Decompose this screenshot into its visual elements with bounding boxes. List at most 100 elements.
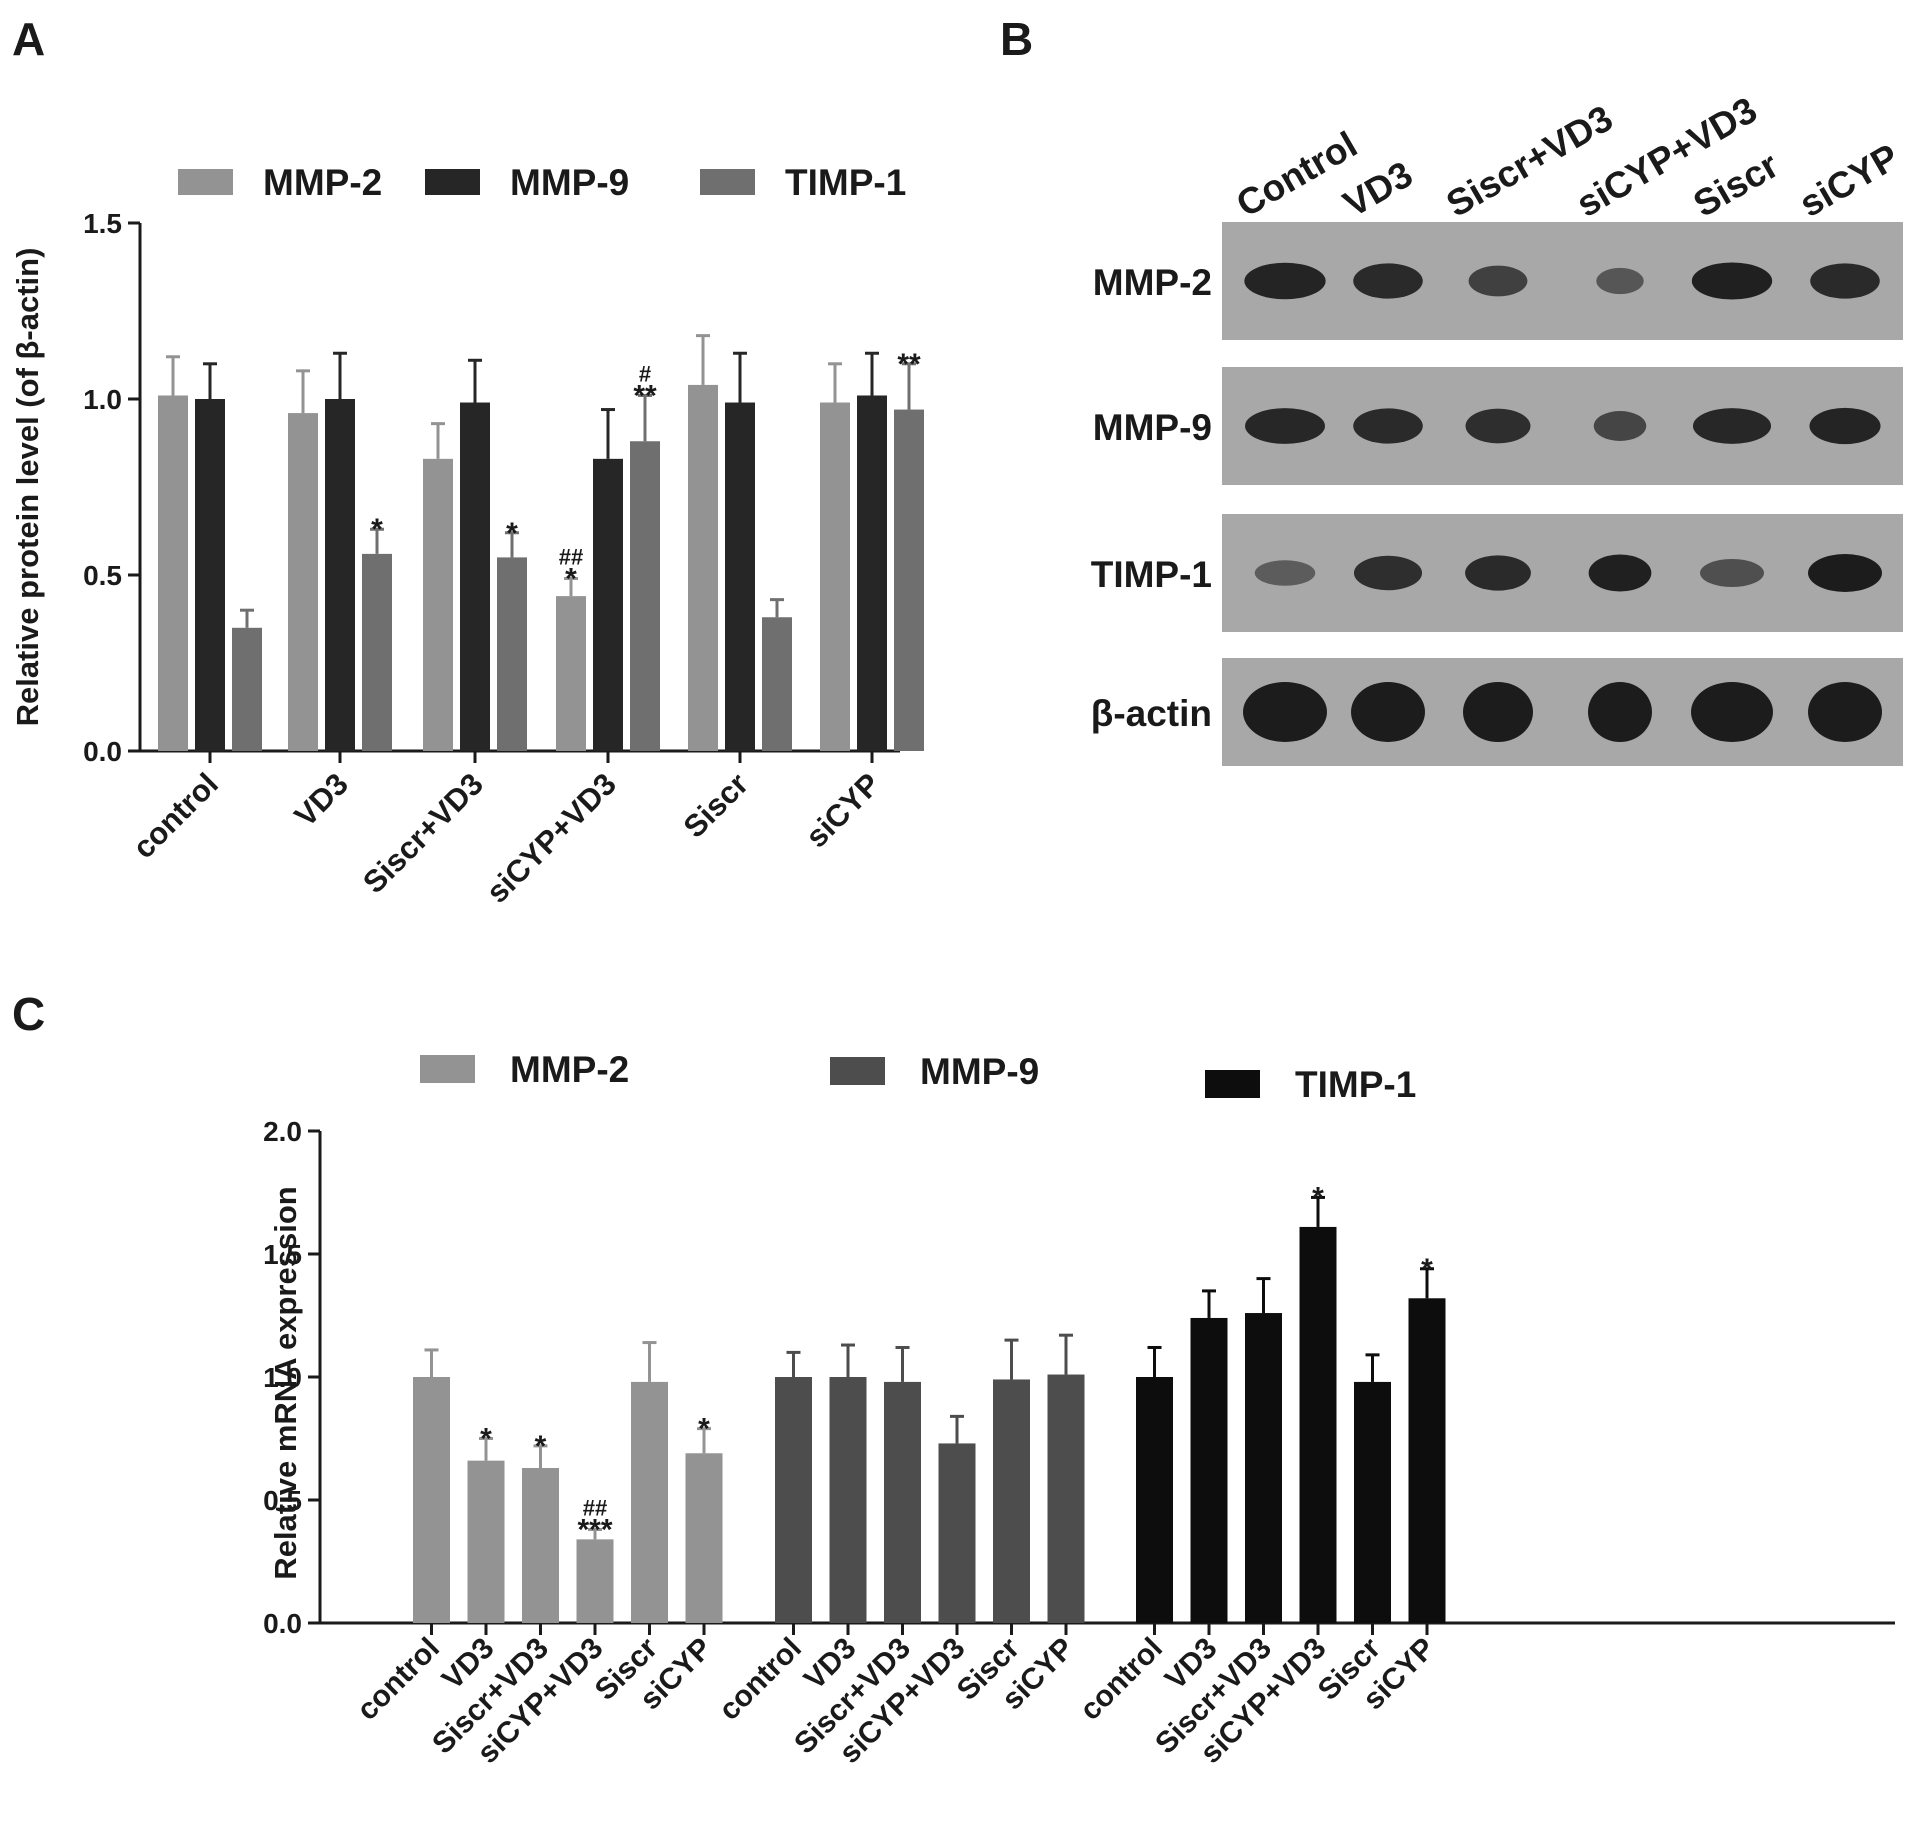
- blot-strip: [1222, 367, 1903, 485]
- y-tick-label: 1.5: [83, 208, 122, 239]
- significance-mark: *: [1312, 1181, 1324, 1214]
- bar: [894, 409, 924, 751]
- y-tick-label: 0.0: [263, 1608, 302, 1639]
- bar: [938, 1443, 976, 1623]
- blot-band: [1351, 682, 1425, 742]
- bar: [522, 1468, 559, 1623]
- significance-mark: **: [633, 379, 657, 412]
- legend-label: MMP-2: [263, 162, 382, 203]
- bar: [631, 1381, 668, 1623]
- x-category-label: control: [1074, 1632, 1169, 1727]
- y-axis-label: Relative protein level (of β-actin): [10, 248, 45, 727]
- blot-band: [1700, 558, 1764, 588]
- blot-band: [1254, 560, 1316, 586]
- blot-band: [1244, 262, 1326, 300]
- significance-mark: *: [371, 513, 383, 546]
- blot-strip: [1222, 222, 1903, 340]
- blot-band: [1593, 411, 1647, 441]
- significance-mark: *: [565, 563, 577, 596]
- significance-mark: ##: [583, 1496, 607, 1521]
- blot-band: [1468, 265, 1528, 297]
- significance-mark: *: [506, 517, 518, 550]
- significance-mark: *: [480, 1423, 492, 1456]
- y-tick-label: 2.0: [263, 1116, 302, 1147]
- bar: [1190, 1317, 1228, 1623]
- legend-swatch: [425, 169, 480, 195]
- bar: [195, 399, 225, 751]
- bar: [497, 557, 527, 751]
- y-tick-label: 1.0: [83, 384, 122, 415]
- bar: [829, 1377, 867, 1623]
- blot-row-label: β-actin: [1091, 693, 1212, 734]
- significance-mark: *: [698, 1413, 710, 1446]
- blot-row-label: TIMP-1: [1091, 554, 1212, 595]
- legend-label: TIMP-1: [785, 162, 906, 203]
- blot-band: [1808, 554, 1882, 592]
- bar: [884, 1381, 921, 1623]
- blot-band: [1809, 407, 1881, 445]
- legend-label: TIMP-1: [1295, 1064, 1416, 1105]
- x-category-label: VD3: [288, 766, 355, 833]
- blot-strip: [1222, 658, 1903, 766]
- y-tick-label: 0.5: [263, 1485, 302, 1516]
- blot-band: [1243, 682, 1327, 742]
- blot-strip: [1222, 514, 1903, 632]
- legend-swatch: [830, 1057, 885, 1085]
- blot-band: [1692, 408, 1772, 444]
- significance-mark: **: [897, 348, 921, 381]
- bar: [460, 402, 490, 751]
- y-axis-label: Relative mRNA expression: [268, 1186, 303, 1579]
- y-tick-label: 0.5: [83, 560, 122, 591]
- bar: [576, 1539, 614, 1623]
- blot-band: [1810, 263, 1880, 299]
- bar: [362, 553, 392, 751]
- bar: [1047, 1374, 1085, 1623]
- significance-mark: ##: [559, 545, 583, 570]
- chart-c: 0.0 0.5 1.0 1.5 2.0 Relative mRNA expression *…: [263, 1049, 1895, 1770]
- bar: [288, 413, 318, 751]
- blot-band: [1691, 682, 1773, 742]
- blot-band: [1596, 267, 1644, 295]
- bar: [857, 395, 887, 751]
- bar: [325, 399, 355, 751]
- y-tick-label: 0.0: [83, 736, 122, 767]
- x-category-label: control: [713, 1632, 808, 1727]
- blot-band: [1588, 682, 1652, 742]
- bar: [725, 402, 755, 751]
- legend-label: MMP-9: [920, 1051, 1039, 1092]
- panel-label-c: C: [12, 988, 45, 1040]
- blot-row-label: MMP-2: [1093, 262, 1212, 303]
- bar: [1408, 1298, 1446, 1623]
- blot-band: [1465, 555, 1531, 591]
- legend-swatch: [700, 169, 755, 195]
- blot-lane-label: Control: [1230, 124, 1364, 225]
- significance-mark: ***: [577, 1514, 612, 1547]
- bar: [685, 1453, 723, 1623]
- x-category-label: control: [126, 766, 225, 865]
- x-category-label: control: [351, 1632, 446, 1727]
- bar: [556, 596, 586, 751]
- bar: [1245, 1313, 1282, 1623]
- bar: [158, 395, 188, 751]
- bar: [232, 627, 262, 751]
- bar: [775, 1377, 812, 1623]
- bar: [413, 1377, 450, 1623]
- legend-swatch: [420, 1055, 475, 1083]
- legend-label: MMP-2: [510, 1049, 629, 1090]
- blot-band: [1808, 682, 1882, 742]
- y-tick-label: 1.5: [263, 1239, 302, 1270]
- blot-band: [1465, 408, 1531, 444]
- blot-band: [1588, 554, 1652, 592]
- bar: [593, 458, 623, 751]
- bar: [688, 384, 718, 751]
- significance-mark: #: [639, 361, 651, 386]
- blot-band: [1691, 262, 1773, 300]
- bar: [762, 617, 792, 751]
- blot-band: [1353, 408, 1423, 444]
- panel-label-b: B: [1000, 13, 1033, 65]
- blot-lane-label: siCYP: [1793, 136, 1906, 225]
- chart-a: 0.0 0.5 1.0 1.5 Relative protein level (of β…: [10, 162, 924, 910]
- x-category-label: Siscr: [677, 766, 755, 844]
